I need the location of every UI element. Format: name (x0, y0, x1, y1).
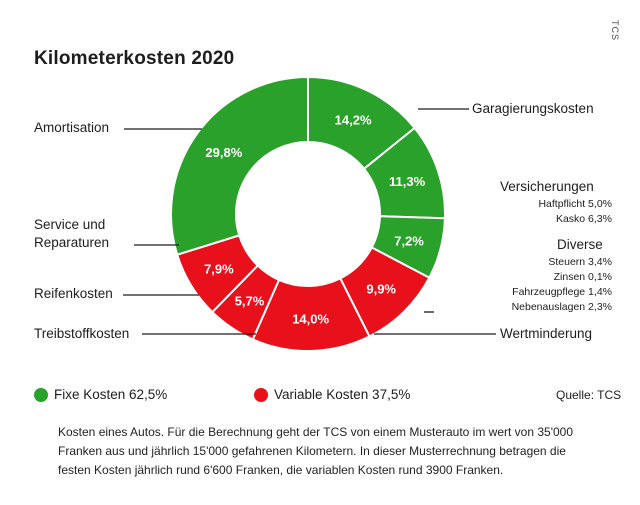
slice-value-reifenkosten: 5,7% (235, 294, 265, 309)
slice-value-wertminderung: 9,9% (366, 282, 396, 297)
chart-title: Kilometerkosten 2020 (34, 48, 235, 69)
label-kasko: Kasko 6,3% (555, 213, 612, 225)
label-amortisation: Amortisation (34, 120, 110, 135)
legend-fixed: Fixe Kosten 62,5% (34, 387, 167, 402)
slice-value-diverse: 7,2% (394, 234, 424, 249)
chart-source: Quelle: TCS (556, 388, 622, 402)
slice-value-garagierungskosten: 14,2% (335, 113, 372, 128)
label-wertminderung: Wertminderung (500, 326, 593, 341)
label-service-line1: Service und (34, 217, 106, 232)
label-treibstoff: Treibstoffkosten (34, 326, 130, 341)
label-versicherungen: Versicherungen (500, 179, 594, 194)
slice-value-service-und-reparaturen: 7,9% (204, 262, 234, 277)
figure-caption: Kosten eines Autos. Für die Berechnung g… (58, 425, 574, 477)
label-garagierung: Garagierungskosten (472, 101, 594, 116)
legend-variable: Variable Kosten 37,5% (254, 387, 410, 402)
legend-fixed-label: Fixe Kosten 62,5% (54, 387, 168, 402)
label-fahrzeugpflege: Fahrzeugpflege 1,4% (512, 286, 612, 298)
label-reifen: Reifenkosten (34, 286, 113, 301)
image-credit: TCS (610, 20, 620, 41)
slice-value-treibstoffkosten: 14,0% (292, 311, 329, 326)
label-steuern: Steuern 3,4% (548, 256, 612, 268)
label-zinsen: Zinsen 0,1% (553, 271, 612, 283)
label-nebenauslagen: Nebenauslagen 2,3% (511, 301, 612, 313)
legend-fixed-dot (34, 387, 48, 402)
donut-chart: 14,2% 11,3% 7,2% 9,9% 14,0% 5,7% 7,9% 29,8% (123, 75, 496, 352)
legend-variable-dot (254, 387, 268, 402)
label-diverse: Diverse (557, 237, 603, 252)
label-service-line2: Reparaturen (34, 235, 110, 250)
chart-figure: Kilometerkosten 2020 14,2% 11,3% 7,2% 9,9% 1… (14, 14, 624, 406)
slice-value-versicherungen: 11,3% (389, 174, 426, 189)
label-haftpflicht: Haftpflicht 5,0% (538, 198, 612, 210)
slice-amortisation (170, 75, 309, 256)
slice-value-amortisation: 29,8% (205, 145, 242, 160)
legend-variable-label: Variable Kosten 37,5% (274, 387, 411, 402)
